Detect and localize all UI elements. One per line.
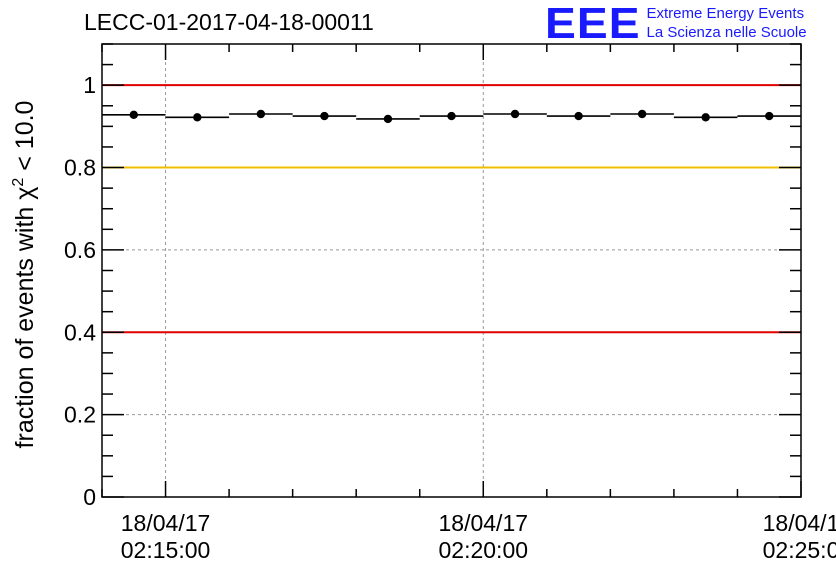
data-series	[102, 109, 801, 124]
y-tick-label: 0.4	[64, 319, 96, 345]
x-tick-label-date: 18/04/17	[439, 510, 529, 536]
data-point	[574, 111, 583, 121]
logo-line-2: La Scienza nelle Scuole	[646, 24, 807, 41]
x-tick-label-time: 02:15:00	[121, 537, 211, 563]
data-point	[320, 111, 329, 121]
data-point	[193, 113, 202, 122]
x-tick-label-date: 18/04/1	[763, 510, 836, 536]
y-tick-label: 0.8	[64, 155, 96, 181]
y-label-threshold: < 10.0	[11, 101, 39, 178]
data-point	[447, 111, 456, 121]
chart-title: LECC-01-2017-04-18-00011	[84, 9, 374, 35]
data-point	[701, 113, 710, 122]
data-point	[510, 109, 520, 119]
data-point	[637, 109, 647, 119]
eee-logo: EEE Extreme Energy Events La Scienza nel…	[545, 2, 807, 46]
x-tick-label-date: 18/04/17	[121, 510, 211, 536]
logo-mark: EEE	[545, 0, 641, 48]
y-axis-label: fraction of events with χ2 < 10.0	[10, 101, 39, 449]
grid-lines	[102, 44, 801, 497]
y-tick-label: 0.2	[64, 402, 96, 428]
logo-text: Extreme Energy Events La Scienza nelle S…	[647, 4, 807, 42]
data-point	[765, 111, 774, 121]
axes: 00.20.40.60.8118/04/1702:15:0018/04/1702…	[64, 43, 836, 563]
data-point	[383, 114, 393, 124]
y-tick-label: 0	[83, 484, 96, 510]
x-tick-label-time: 02:20:00	[439, 537, 529, 563]
y-tick-label: 0.6	[64, 237, 96, 263]
x-tick-label-time: 02:25:0	[763, 537, 836, 563]
reference-lines	[102, 84, 801, 334]
y-tick-label: 1	[83, 72, 96, 98]
y-label-chi: χ	[11, 187, 39, 200]
data-point	[129, 110, 138, 120]
data-point	[256, 109, 266, 119]
y-label-text: fraction of events with	[11, 200, 39, 449]
y-label-superscript: 2	[10, 178, 27, 187]
logo-line-1: Extreme Energy Events	[646, 5, 805, 22]
